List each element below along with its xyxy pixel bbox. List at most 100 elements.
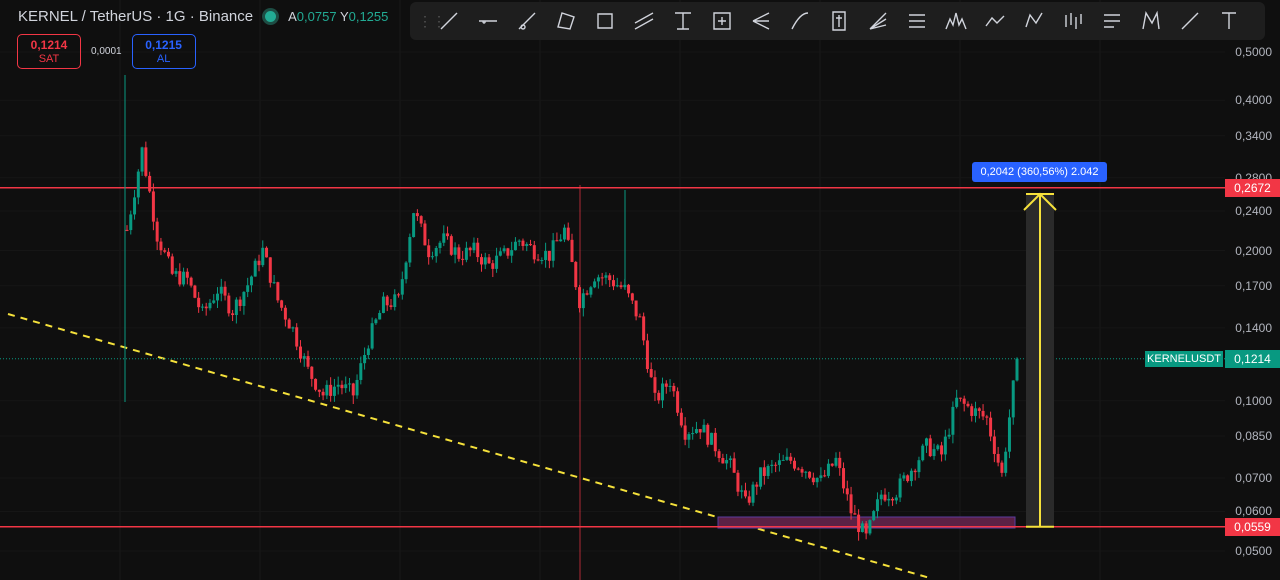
- text-tool-icon[interactable]: [1212, 6, 1245, 36]
- price-chart[interactable]: [0, 0, 1225, 580]
- candle-body: [917, 460, 921, 473]
- rectangle-tool-icon[interactable]: [588, 6, 621, 36]
- candle-body: [129, 214, 133, 231]
- candle-body: [295, 327, 299, 347]
- drag-handle-icon[interactable]: ⋮⋮: [418, 12, 446, 29]
- candle-body: [370, 323, 374, 349]
- candle-body: [664, 383, 668, 387]
- spread: 0,0001: [91, 46, 122, 57]
- candle-body: [638, 316, 642, 318]
- candle-body: [630, 293, 634, 301]
- head-shoulders-tool-icon[interactable]: [939, 6, 972, 36]
- price-label-tool-icon[interactable]: [822, 6, 855, 36]
- arrow-path-tool-icon[interactable]: [978, 6, 1011, 36]
- position-tool-icon[interactable]: [705, 6, 738, 36]
- bar-pattern-tool-icon[interactable]: [1056, 6, 1089, 36]
- price-tick: 0,0600: [1235, 504, 1272, 519]
- candle-body: [1007, 417, 1011, 452]
- candle-body: [495, 255, 499, 269]
- candle-body: [253, 260, 257, 277]
- candle-body: [204, 306, 208, 309]
- candle-body: [875, 499, 879, 512]
- candle-body: [955, 397, 959, 407]
- candle-body: [653, 377, 657, 393]
- candle-body: [642, 316, 646, 341]
- candle-body: [789, 456, 793, 461]
- curve-tool-icon[interactable]: [783, 6, 816, 36]
- candle-body: [721, 458, 725, 464]
- candle-body: [212, 300, 216, 303]
- candle-body: [815, 477, 819, 483]
- candle-body: [962, 398, 966, 404]
- candle-body: [200, 306, 204, 308]
- candle-body: [521, 240, 525, 246]
- candle-body: [133, 197, 137, 215]
- polygon-tool-icon[interactable]: [549, 6, 582, 36]
- candle-body: [216, 293, 220, 301]
- candle-body: [438, 242, 442, 248]
- candle-body: [479, 257, 483, 265]
- candle-body: [649, 369, 653, 378]
- candle-body: [163, 250, 167, 252]
- candle-body: [234, 299, 238, 316]
- pitchfork-tool-icon[interactable]: [744, 6, 777, 36]
- candle-body: [857, 514, 861, 533]
- candle-body: [645, 340, 649, 370]
- candle-body: [785, 456, 789, 460]
- candle-body: [992, 436, 996, 454]
- candle-body: [532, 245, 536, 260]
- candle-body: [378, 312, 382, 320]
- gann-box-tool-icon[interactable]: [900, 6, 933, 36]
- candle-body: [374, 319, 378, 324]
- candle-body: [351, 383, 355, 396]
- cypher-pattern-tool-icon[interactable]: [1134, 6, 1167, 36]
- candle-body: [736, 472, 740, 492]
- candle-body: [231, 313, 235, 316]
- candle-body: [611, 280, 615, 287]
- xabcd-pattern-tool-icon[interactable]: [1017, 6, 1050, 36]
- symbol-title[interactable]: KERNEL / TetherUS · 1G · Binance: [18, 8, 254, 25]
- projection-tool-icon[interactable]: [1095, 6, 1128, 36]
- ohlc-values: A0,0757 Y0,1255: [288, 9, 389, 24]
- candle-body: [970, 406, 974, 416]
- candle-body: [743, 490, 747, 497]
- candle-body: [513, 241, 517, 251]
- sell-button[interactable]: 0,1214 SAT: [17, 34, 81, 69]
- candle-body: [593, 281, 597, 288]
- candle-body: [151, 191, 155, 222]
- candle-body: [491, 263, 495, 269]
- support-price-label: 0,0559: [1225, 517, 1280, 536]
- info-line-tool-icon[interactable]: [1173, 6, 1206, 36]
- candle-body: [909, 470, 913, 482]
- fib-retracement-tool-icon[interactable]: [666, 6, 699, 36]
- candle-body: [140, 147, 144, 172]
- ray-tool-icon[interactable]: [510, 6, 543, 36]
- candle-body: [144, 147, 148, 176]
- symbol-price-label: KERNELUSDT: [1145, 350, 1223, 367]
- price-tick: 0,1700: [1235, 278, 1272, 293]
- horizontal-ray-tool-icon[interactable]: [471, 6, 504, 36]
- candle-body: [747, 496, 751, 503]
- fib-fan-tool-icon[interactable]: [861, 6, 894, 36]
- candle-body: [280, 300, 284, 308]
- candle-body: [608, 275, 612, 281]
- candle-body: [430, 256, 434, 258]
- candle-body: [883, 494, 887, 501]
- candle-body: [974, 408, 978, 416]
- parallel-channel-tool-icon[interactable]: [627, 6, 660, 36]
- candle-body: [958, 397, 962, 399]
- buy-button[interactable]: 0,1215 AL: [131, 34, 196, 69]
- candle-body: [559, 239, 563, 242]
- price-axis[interactable]: 0,5000 0,4000 0,3400 0,2800 0,2400 0,2000 0,17…: [1225, 0, 1280, 580]
- candle-body: [936, 445, 940, 450]
- candle-body: [732, 458, 736, 473]
- candle-body: [427, 245, 431, 258]
- candle-body: [261, 247, 265, 266]
- trend-line-tool-icon[interactable]: [432, 6, 465, 36]
- candle-body: [525, 244, 529, 246]
- candle-body: [321, 391, 325, 396]
- price-tick: 0,0700: [1235, 471, 1272, 486]
- candle-body: [283, 307, 287, 320]
- last-price-label: 0,1214: [1225, 349, 1280, 368]
- measure-label: 0,2042 (360,56%) 2.042: [972, 162, 1107, 182]
